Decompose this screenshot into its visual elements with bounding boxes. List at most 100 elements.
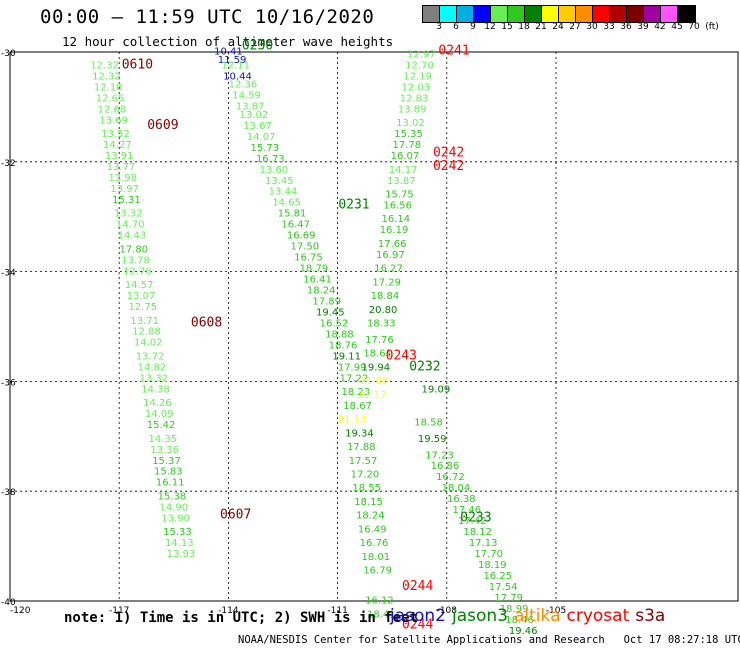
data-label-jason3: 18.12	[463, 527, 492, 538]
data-label-jason3: 17.57	[349, 456, 378, 467]
data-label-jason3: 16.79	[363, 566, 392, 577]
y-tick-label: -30	[1, 49, 16, 59]
y-tick-label: -32	[1, 159, 16, 169]
color-scale-label: 45	[671, 22, 683, 32]
legend-item-s3a: s3a	[635, 606, 666, 626]
data-label-jason3: 17.23	[425, 450, 454, 461]
data-label-jason3: 19.11	[332, 351, 361, 362]
data-label-s3a: 14.38	[141, 384, 170, 395]
color-scale-unit: (ft)	[705, 22, 719, 32]
data-label-s3a: 14.02	[134, 338, 163, 349]
data-label-s3a: 12.75	[129, 302, 158, 313]
data-label-s3a: 14.43	[118, 231, 147, 242]
data-label-s3a: 16.11	[156, 478, 185, 489]
data-label-jason3: 16.72	[436, 472, 465, 483]
y-tick-label: -34	[1, 269, 16, 279]
data-label-s3a: 13.72	[136, 351, 165, 362]
data-label-cryosat: 16.07	[391, 151, 420, 162]
time-label-jason3: 0230	[242, 38, 273, 53]
time-label-s3a: 0608	[191, 316, 222, 331]
color-scale-labels: 3 6 9 12 15 18 21 24 27 30 33 36 39 42 45 70 (ft)	[422, 22, 740, 34]
color-scale-label: 6	[453, 22, 459, 32]
data-label-jason3: 18.46	[505, 615, 534, 626]
data-label-jason3: 13.44	[269, 187, 298, 198]
data-label-cryosat: 16.19	[380, 225, 409, 236]
data-label-s3a: 12.32	[90, 60, 119, 71]
data-label-s3a: 14.90	[159, 502, 188, 513]
legend-item-jason3: jason3	[452, 606, 508, 626]
data-label-cryosat: 13.87	[387, 176, 416, 187]
data-label-jason3: 18.99	[500, 604, 529, 615]
color-scale-swatch	[542, 6, 559, 22]
data-label-cryosat: 17.66	[378, 239, 407, 250]
data-label-s3a: 12.88	[132, 327, 161, 338]
x-tick-label: -120	[10, 606, 31, 616]
data-label-s3a: 13.98	[109, 173, 138, 184]
data-label-jason3: 16.47	[281, 220, 310, 231]
time-label-cryosat: 0241	[438, 44, 469, 59]
data-label-jason3: 18.76	[329, 340, 358, 351]
data-label-jason3: 19.09	[422, 384, 451, 395]
y-tick-label: -40	[1, 598, 16, 608]
data-label-s3a: 12.76	[123, 266, 152, 277]
x-tick-label: -117	[109, 606, 129, 616]
data-label-jason3: 19.45	[316, 308, 345, 319]
data-label-s3a: 14.09	[145, 409, 174, 420]
time-label-cryosat: 0244	[402, 617, 433, 632]
data-label-cryosat: 16.56	[383, 200, 412, 211]
data-label-jason3: 17.88	[347, 442, 376, 453]
color-scale-swatch	[644, 6, 661, 22]
data-label-jason2: 10.44	[223, 71, 252, 82]
data-label-jason3: 19.46	[509, 626, 538, 637]
data-label-jason3: 17.79	[494, 593, 523, 604]
data-label-s3a: 14.35	[149, 434, 178, 445]
data-label-jason3: 18.01	[361, 552, 390, 563]
data-label-cryosat: 16.14	[382, 214, 411, 225]
color-scale-label: 3	[436, 22, 442, 32]
x-tick-label: -105	[546, 606, 566, 616]
data-label-jason3: 13.67	[243, 121, 272, 132]
data-label-jason3: 18.58	[414, 417, 443, 428]
data-label-s3a: 12.18	[94, 82, 123, 93]
y-tick-label: -38	[1, 488, 16, 498]
data-label-jason3: 17.54	[489, 582, 518, 593]
data-label-s3a: 14.27	[103, 140, 132, 151]
data-label-s3a: 15.33	[163, 527, 192, 538]
data-label-cryosat: 19.94	[361, 362, 390, 373]
data-label-s3a: 13.91	[105, 151, 134, 162]
time-label-cryosat: 0242	[433, 159, 464, 174]
data-label-jason2: 11.59	[218, 55, 247, 66]
data-label-s3a: 13.97	[110, 184, 139, 195]
data-label-jason3: 18.24	[356, 511, 385, 522]
data-label-cryosat: 21.00	[360, 376, 389, 387]
data-label-jason3: 16.41	[303, 275, 332, 286]
data-label-jason3: 16.76	[360, 538, 389, 549]
data-label-cryosat: 21.13	[338, 415, 367, 426]
color-scale-label: 24	[552, 22, 564, 32]
data-label-jason3: 18.23	[341, 387, 370, 398]
data-label-jason3: 16.86	[431, 461, 460, 472]
color-scale-label: 18	[518, 22, 530, 32]
color-scale-label: 33	[603, 22, 615, 32]
color-scale-bar	[422, 5, 696, 23]
x-tick-label: -114	[218, 606, 239, 616]
data-label-cryosat: 14.17	[389, 165, 418, 176]
data-label-jason3: 18.24	[307, 286, 336, 297]
y-tick-label: -36	[1, 378, 16, 388]
data-label-jason3: 16.52	[320, 319, 349, 330]
time-label-cryosat: 0243	[386, 348, 417, 363]
color-scale-swatch	[457, 6, 474, 22]
color-scale-swatch	[423, 6, 440, 22]
data-label-jason3: 16.12	[365, 596, 394, 607]
color-scale-label: 39	[637, 22, 649, 32]
data-label-jason3: 18.19	[478, 560, 507, 571]
data-label-jason3: 16.49	[358, 524, 387, 535]
data-label-jason3: 18.88	[325, 329, 354, 340]
color-scale-label: 21	[535, 22, 547, 32]
color-scale-label: 70	[688, 22, 700, 32]
plot-frame	[9, 51, 739, 602]
data-label-jason3: 13.60	[260, 165, 289, 176]
data-label-jason3: 16.69	[287, 231, 316, 242]
color-scale-swatch	[661, 6, 678, 22]
